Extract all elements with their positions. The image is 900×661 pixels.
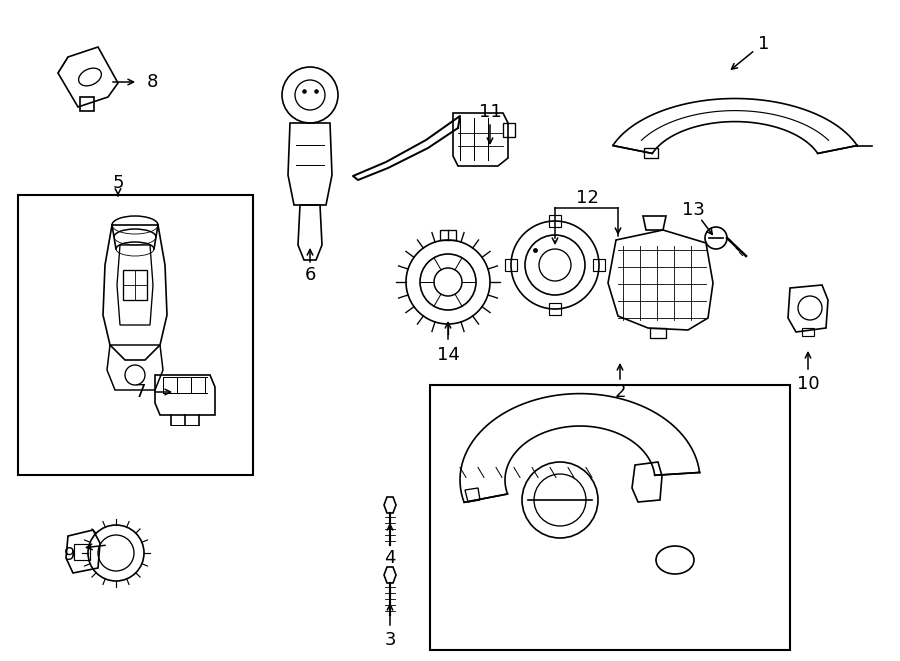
- Bar: [430, 385, 790, 650]
- Bar: [505, 259, 517, 271]
- Text: 4: 4: [384, 549, 396, 567]
- Text: 6: 6: [304, 266, 316, 284]
- Bar: [74, 544, 90, 560]
- Text: 7: 7: [134, 383, 146, 401]
- Bar: [593, 259, 605, 271]
- Text: 13: 13: [681, 201, 705, 219]
- Text: 5: 5: [112, 174, 124, 192]
- Bar: [549, 215, 561, 227]
- Text: 1: 1: [759, 35, 769, 53]
- Bar: [650, 328, 666, 338]
- Text: 14: 14: [436, 346, 459, 364]
- Bar: [440, 230, 456, 240]
- Text: 10: 10: [796, 375, 819, 393]
- Bar: [802, 328, 814, 336]
- Text: 11: 11: [479, 103, 501, 121]
- Text: 2: 2: [614, 383, 626, 401]
- Bar: [123, 270, 147, 300]
- Text: 9: 9: [64, 546, 76, 564]
- Bar: [503, 123, 515, 137]
- Text: 8: 8: [147, 73, 158, 91]
- Bar: [549, 303, 561, 315]
- Text: 12: 12: [576, 189, 598, 207]
- Text: 3: 3: [384, 631, 396, 649]
- Bar: [644, 149, 658, 159]
- Bar: [18, 195, 253, 475]
